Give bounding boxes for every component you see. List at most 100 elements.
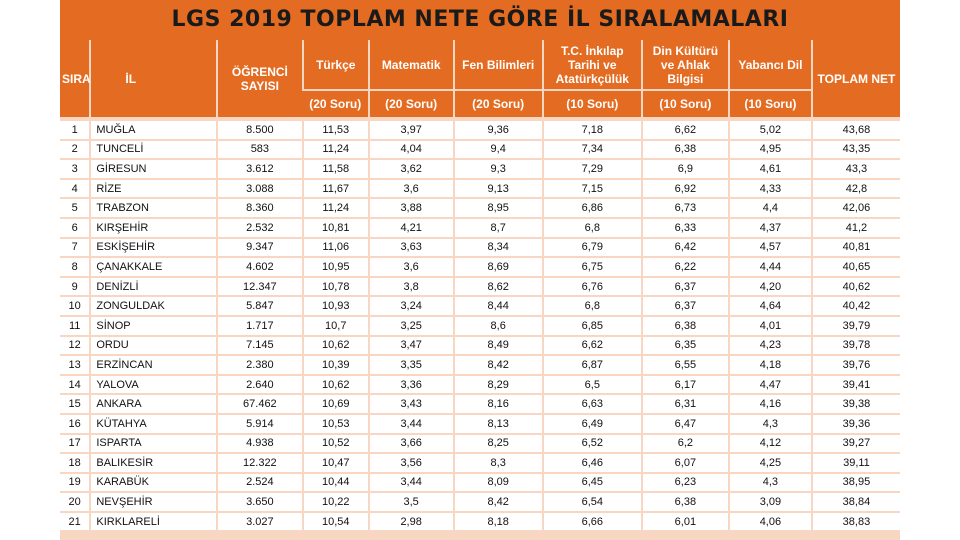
col-header-fen: Fen Bilimleri (452, 40, 543, 90)
cell-yabanci: 4,25 (727, 453, 812, 474)
cell-ogrenci: 2.380 (215, 355, 303, 376)
cell-sira: 2 (60, 139, 91, 161)
cell-matematik: 3,63 (367, 237, 454, 259)
cell-din: 6,73 (640, 198, 729, 219)
cell-din: 6,17 (640, 374, 729, 396)
cell-inkilap: 6,79 (541, 237, 642, 259)
cell-fen: 8,42 (452, 492, 543, 513)
cell-yabanci: 4,16 (727, 394, 812, 415)
cell-din: 6,47 (640, 413, 729, 435)
cell-il: DENİZLİ (89, 276, 217, 298)
cell-fen: 8,29 (452, 374, 543, 396)
cell-ogrenci: 1.717 (215, 315, 303, 337)
cell-yabanci: 4,47 (727, 374, 812, 396)
cell-il: KIRŞEHİR (89, 217, 217, 239)
cell-fen: 8,69 (452, 257, 543, 278)
cell-il: ANKARA (89, 394, 217, 415)
col-header-il: İL (89, 40, 217, 117)
cell-toplam: 40,62 (810, 276, 900, 298)
cell-toplam: 39,79 (810, 315, 900, 337)
col-header-yabanci: Yabancı Dil (727, 40, 812, 90)
cell-din: 6,38 (640, 315, 729, 337)
cell-ogrenci: 4.938 (215, 433, 303, 455)
cell-matematik: 3,6 (367, 257, 454, 278)
cell-din: 6,37 (640, 276, 729, 298)
cell-turkce: 10,52 (301, 433, 369, 455)
cell-yabanci: 4,37 (727, 217, 812, 239)
cell-toplam: 39,41 (810, 374, 900, 396)
cell-toplam: 40,42 (810, 296, 900, 317)
cell-turkce: 10,93 (301, 296, 369, 317)
ranking-table: SIRA İL ÖĞRENCİ SAYISI Türkçe Matematik … (60, 40, 900, 533)
cell-inkilap: 6,45 (541, 472, 642, 494)
cell-inkilap: 6,5 (541, 374, 642, 396)
cell-ogrenci: 3.027 (215, 511, 303, 533)
cell-ogrenci: 5.847 (215, 296, 303, 317)
cell-fen: 8,34 (452, 237, 543, 259)
cell-sira: 6 (60, 217, 91, 239)
cell-matematik: 4,04 (367, 139, 454, 161)
cell-fen: 9,4 (452, 139, 543, 161)
cell-turkce: 10,54 (301, 511, 369, 533)
cell-fen: 8,3 (452, 453, 543, 474)
table-row: 2 TUNCELİ 583 11,24 4,04 9,4 7,34 6,38 4,95 43,35 (60, 139, 900, 161)
cell-turkce: 10,81 (301, 217, 369, 239)
cell-fen: 8,62 (452, 276, 543, 298)
col-header-din: Din Kültürü ve Ahlak Bilgisi (640, 40, 729, 90)
cell-sira: 3 (60, 159, 91, 180)
cell-il: BALIKESİR (89, 453, 217, 474)
cell-din: 6,07 (640, 453, 729, 474)
cell-turkce: 11,24 (301, 198, 369, 219)
cell-sira: 8 (60, 257, 91, 278)
cell-turkce: 10,47 (301, 453, 369, 474)
cell-il: KIRKLARELİ (89, 511, 217, 533)
cell-din: 6,2 (640, 433, 729, 455)
cell-inkilap: 6,49 (541, 413, 642, 435)
cell-sira: 13 (60, 355, 91, 376)
cell-yabanci: 4,95 (727, 139, 812, 161)
table-row: 8 ÇANAKKALE 4.602 10,95 3,6 8,69 6,75 6,22 4,44 4… (60, 257, 900, 278)
cell-turkce: 11,24 (301, 139, 369, 161)
cell-inkilap: 6,54 (541, 492, 642, 513)
cell-inkilap: 6,46 (541, 453, 642, 474)
cell-sira: 5 (60, 198, 91, 219)
cell-yabanci: 4,06 (727, 511, 812, 533)
cell-matematik: 3,44 (367, 413, 454, 435)
cell-inkilap: 6,87 (541, 355, 642, 376)
cell-matematik: 3,5 (367, 492, 454, 513)
table-row: 14 YALOVA 2.640 10,62 3,36 8,29 6,5 6,17 4,47 39,… (60, 374, 900, 396)
cell-matematik: 3,6 (367, 178, 454, 200)
cell-din: 6,23 (640, 472, 729, 494)
cell-toplam: 42,06 (810, 198, 900, 219)
cell-turkce: 11,67 (301, 178, 369, 200)
cell-yabanci: 4,3 (727, 472, 812, 494)
cell-yabanci: 4,33 (727, 178, 812, 200)
table-row: 7 ESKİŞEHİR 9.347 11,06 3,63 8,34 6,79 6,42 4,57… (60, 237, 900, 259)
cell-matematik: 3,24 (367, 296, 454, 317)
cell-turkce: 10,39 (301, 355, 369, 376)
cell-toplam: 43,68 (810, 121, 900, 141)
question-count-turkce: (20 Soru) (302, 89, 369, 117)
cell-yabanci: 4,20 (727, 276, 812, 298)
cell-turkce: 11,53 (301, 121, 369, 141)
cell-ogrenci: 583 (215, 139, 303, 161)
cell-matematik: 4,21 (367, 217, 454, 239)
col-header-toplam: TOPLAM NET (810, 40, 900, 117)
cell-sira: 4 (60, 178, 91, 200)
cell-toplam: 42,8 (810, 178, 900, 200)
cell-fen: 8,6 (452, 315, 543, 337)
cell-toplam: 39,78 (810, 335, 900, 357)
ranking-sheet: LGS 2019 TOPLAM NETE GÖRE İL SIRALAMALAR… (60, 0, 900, 540)
cell-din: 6,22 (640, 257, 729, 278)
cell-fen: 8,25 (452, 433, 543, 455)
cell-inkilap: 7,34 (541, 139, 642, 161)
cell-il: GİRESUN (89, 159, 217, 180)
cell-inkilap: 7,18 (541, 121, 642, 141)
question-count-fen: (20 Soru) (452, 89, 543, 117)
cell-turkce: 10,69 (301, 394, 369, 415)
cell-il: ERZİNCAN (89, 355, 217, 376)
cell-matematik: 3,88 (367, 198, 454, 219)
table-row: 11 SİNOP 1.717 10,7 3,25 8,6 6,85 6,38 4,01 39,79 (60, 315, 900, 337)
table-row: 6 KIRŞEHİR 2.532 10,81 4,21 8,7 6,8 6,33 4,37 41,… (60, 217, 900, 239)
table-row: 13 ERZİNCAN 2.380 10,39 3,35 8,42 6,87 6,55 4,18… (60, 355, 900, 376)
